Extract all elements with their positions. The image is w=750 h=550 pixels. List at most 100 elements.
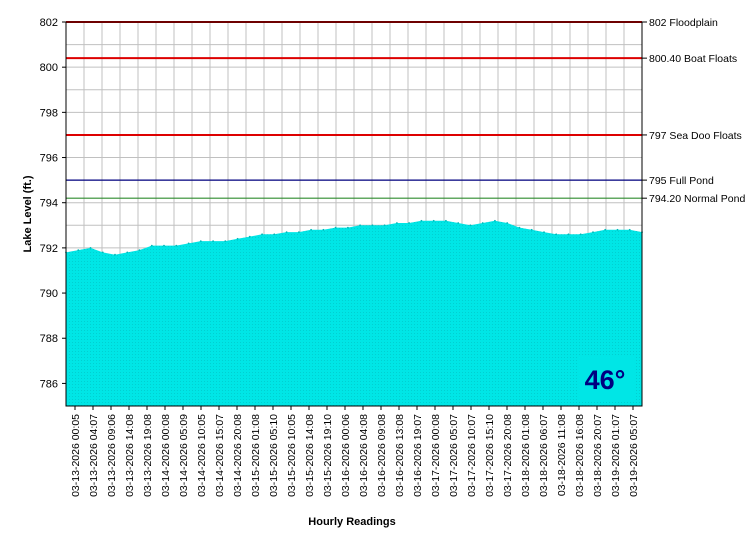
y-tick-label: 802 — [40, 17, 58, 29]
series-point — [347, 226, 349, 229]
series-point — [555, 233, 558, 236]
series-point — [298, 231, 300, 234]
y-tick-label: 798 — [40, 107, 58, 119]
y-tick-label: 800 — [40, 62, 58, 74]
reference-label: 800.40 Boat Floats — [649, 53, 737, 65]
data-series — [65, 219, 643, 406]
series-point — [396, 222, 398, 224]
x-tick-label: 03-16-2026 04:08 — [358, 414, 370, 497]
x-tick-label: 03-14-2026 00:08 — [160, 414, 172, 497]
series-point — [212, 240, 215, 243]
y-axis-ticks: 786 788 790 792 794 796 798 800 802 — [40, 17, 66, 390]
series-point — [199, 240, 202, 243]
x-tick-label: 03-15-2026 01:08 — [250, 414, 262, 497]
series-point — [150, 244, 153, 247]
x-axis-title: Hourly Readings — [308, 516, 395, 528]
series-point — [579, 233, 582, 236]
series-point — [506, 222, 509, 224]
series-point — [101, 251, 104, 254]
series-point — [126, 251, 129, 254]
series-point — [567, 233, 570, 236]
series-point — [273, 233, 276, 236]
reference-label: 797 Sea Doo Floats — [649, 130, 742, 142]
reference-label: 794.20 Normal Pond — [649, 193, 745, 205]
series-point — [371, 224, 374, 227]
series-point — [445, 219, 447, 222]
series-point — [494, 219, 496, 222]
x-tick-label: 03-13-2026 19:08 — [142, 414, 154, 497]
x-tick-label: 03-13-2026 00:05 — [70, 414, 82, 497]
series-point — [616, 228, 619, 231]
x-tick-label: 03-15-2026 05:10 — [268, 414, 280, 497]
x-tick-label: 03-13-2026 09:06 — [106, 414, 118, 497]
x-tick-label: 03-15-2026 14:08 — [304, 414, 316, 497]
y-tick-label: 796 — [40, 153, 58, 165]
series-point — [261, 233, 263, 236]
series-point — [383, 224, 386, 227]
x-tick-label: 03-19-2026 05:07 — [628, 414, 640, 497]
x-tick-label: 03-16-2026 19:07 — [412, 414, 424, 497]
series-point — [310, 228, 312, 231]
temperature-readout: 46° — [585, 365, 626, 395]
x-tick-label: 03-18-2026 11:08 — [556, 414, 568, 496]
series-point — [334, 226, 337, 229]
x-tick-label: 03-15-2026 10:05 — [286, 414, 298, 497]
series-point — [89, 247, 92, 249]
x-tick-label: 03-13-2026 04:07 — [88, 414, 100, 497]
series-point — [138, 249, 141, 252]
x-tick-label: 03-14-2026 10:05 — [196, 414, 208, 497]
series-point — [77, 249, 80, 252]
plot-frame — [65, 21, 643, 407]
x-tick-label: 03-17-2026 15:10 — [484, 414, 496, 497]
y-tick-label: 794 — [40, 198, 58, 210]
x-tick-label: 03-18-2026 20:07 — [592, 414, 604, 497]
y-tick-label: 788 — [40, 333, 58, 345]
series-point — [628, 228, 631, 231]
x-tick-label: 03-16-2026 13:08 — [394, 414, 406, 497]
x-tick-label: 03-17-2026 20:08 — [502, 414, 514, 497]
series-point — [285, 231, 288, 234]
x-tick-label: 03-16-2026 00:06 — [340, 414, 352, 497]
y-tick-label: 792 — [40, 243, 58, 255]
y-tick-label: 786 — [40, 378, 58, 390]
series-point — [359, 224, 361, 227]
y-axis-title: Lake Level (ft.) — [22, 175, 34, 252]
series-point — [408, 222, 410, 224]
x-tick-label: 03-17-2026 05:07 — [448, 414, 460, 497]
series-point — [469, 224, 472, 227]
series-point — [322, 228, 325, 231]
series-point — [518, 226, 521, 229]
x-tick-label: 03-17-2026 00:08 — [430, 414, 442, 497]
reference-label: 802 Floodplain — [649, 17, 718, 29]
series-point — [420, 219, 423, 222]
series-area-texture — [66, 220, 642, 406]
series-point — [114, 253, 116, 256]
x-tick-label: 03-14-2026 20:08 — [232, 414, 244, 497]
series-point — [224, 240, 227, 243]
series-point — [543, 231, 545, 234]
series-point — [187, 242, 190, 245]
x-tick-label: 03-16-2026 09:08 — [376, 414, 388, 497]
series-point — [481, 222, 484, 224]
reference-label: 795 Full Pond — [649, 175, 714, 187]
x-axis-ticks: 03-13-2026 00:05 03-13-2026 04:07 03-13-20… — [70, 406, 640, 497]
series-point — [530, 228, 533, 231]
series-point — [175, 244, 178, 247]
x-tick-label: 03-18-2026 16:08 — [574, 414, 586, 497]
series-point — [457, 222, 460, 224]
x-tick-label: 03-17-2026 10:07 — [466, 414, 478, 497]
x-tick-label: 03-13-2026 14:08 — [124, 414, 136, 497]
x-tick-label: 03-14-2026 15:07 — [214, 414, 226, 497]
series-point — [163, 244, 165, 247]
x-tick-label: 03-14-2026 05:09 — [178, 414, 190, 497]
series-point — [604, 228, 607, 231]
x-tick-label: 03-15-2026 19:10 — [322, 414, 334, 497]
series-point — [592, 231, 594, 234]
series-point — [248, 235, 251, 238]
temperature-box — [577, 355, 634, 401]
x-tick-label: 03-18-2026 01:08 — [520, 414, 532, 497]
series-point — [432, 219, 435, 222]
series-point — [236, 237, 239, 240]
y-tick-label: 790 — [40, 288, 58, 300]
